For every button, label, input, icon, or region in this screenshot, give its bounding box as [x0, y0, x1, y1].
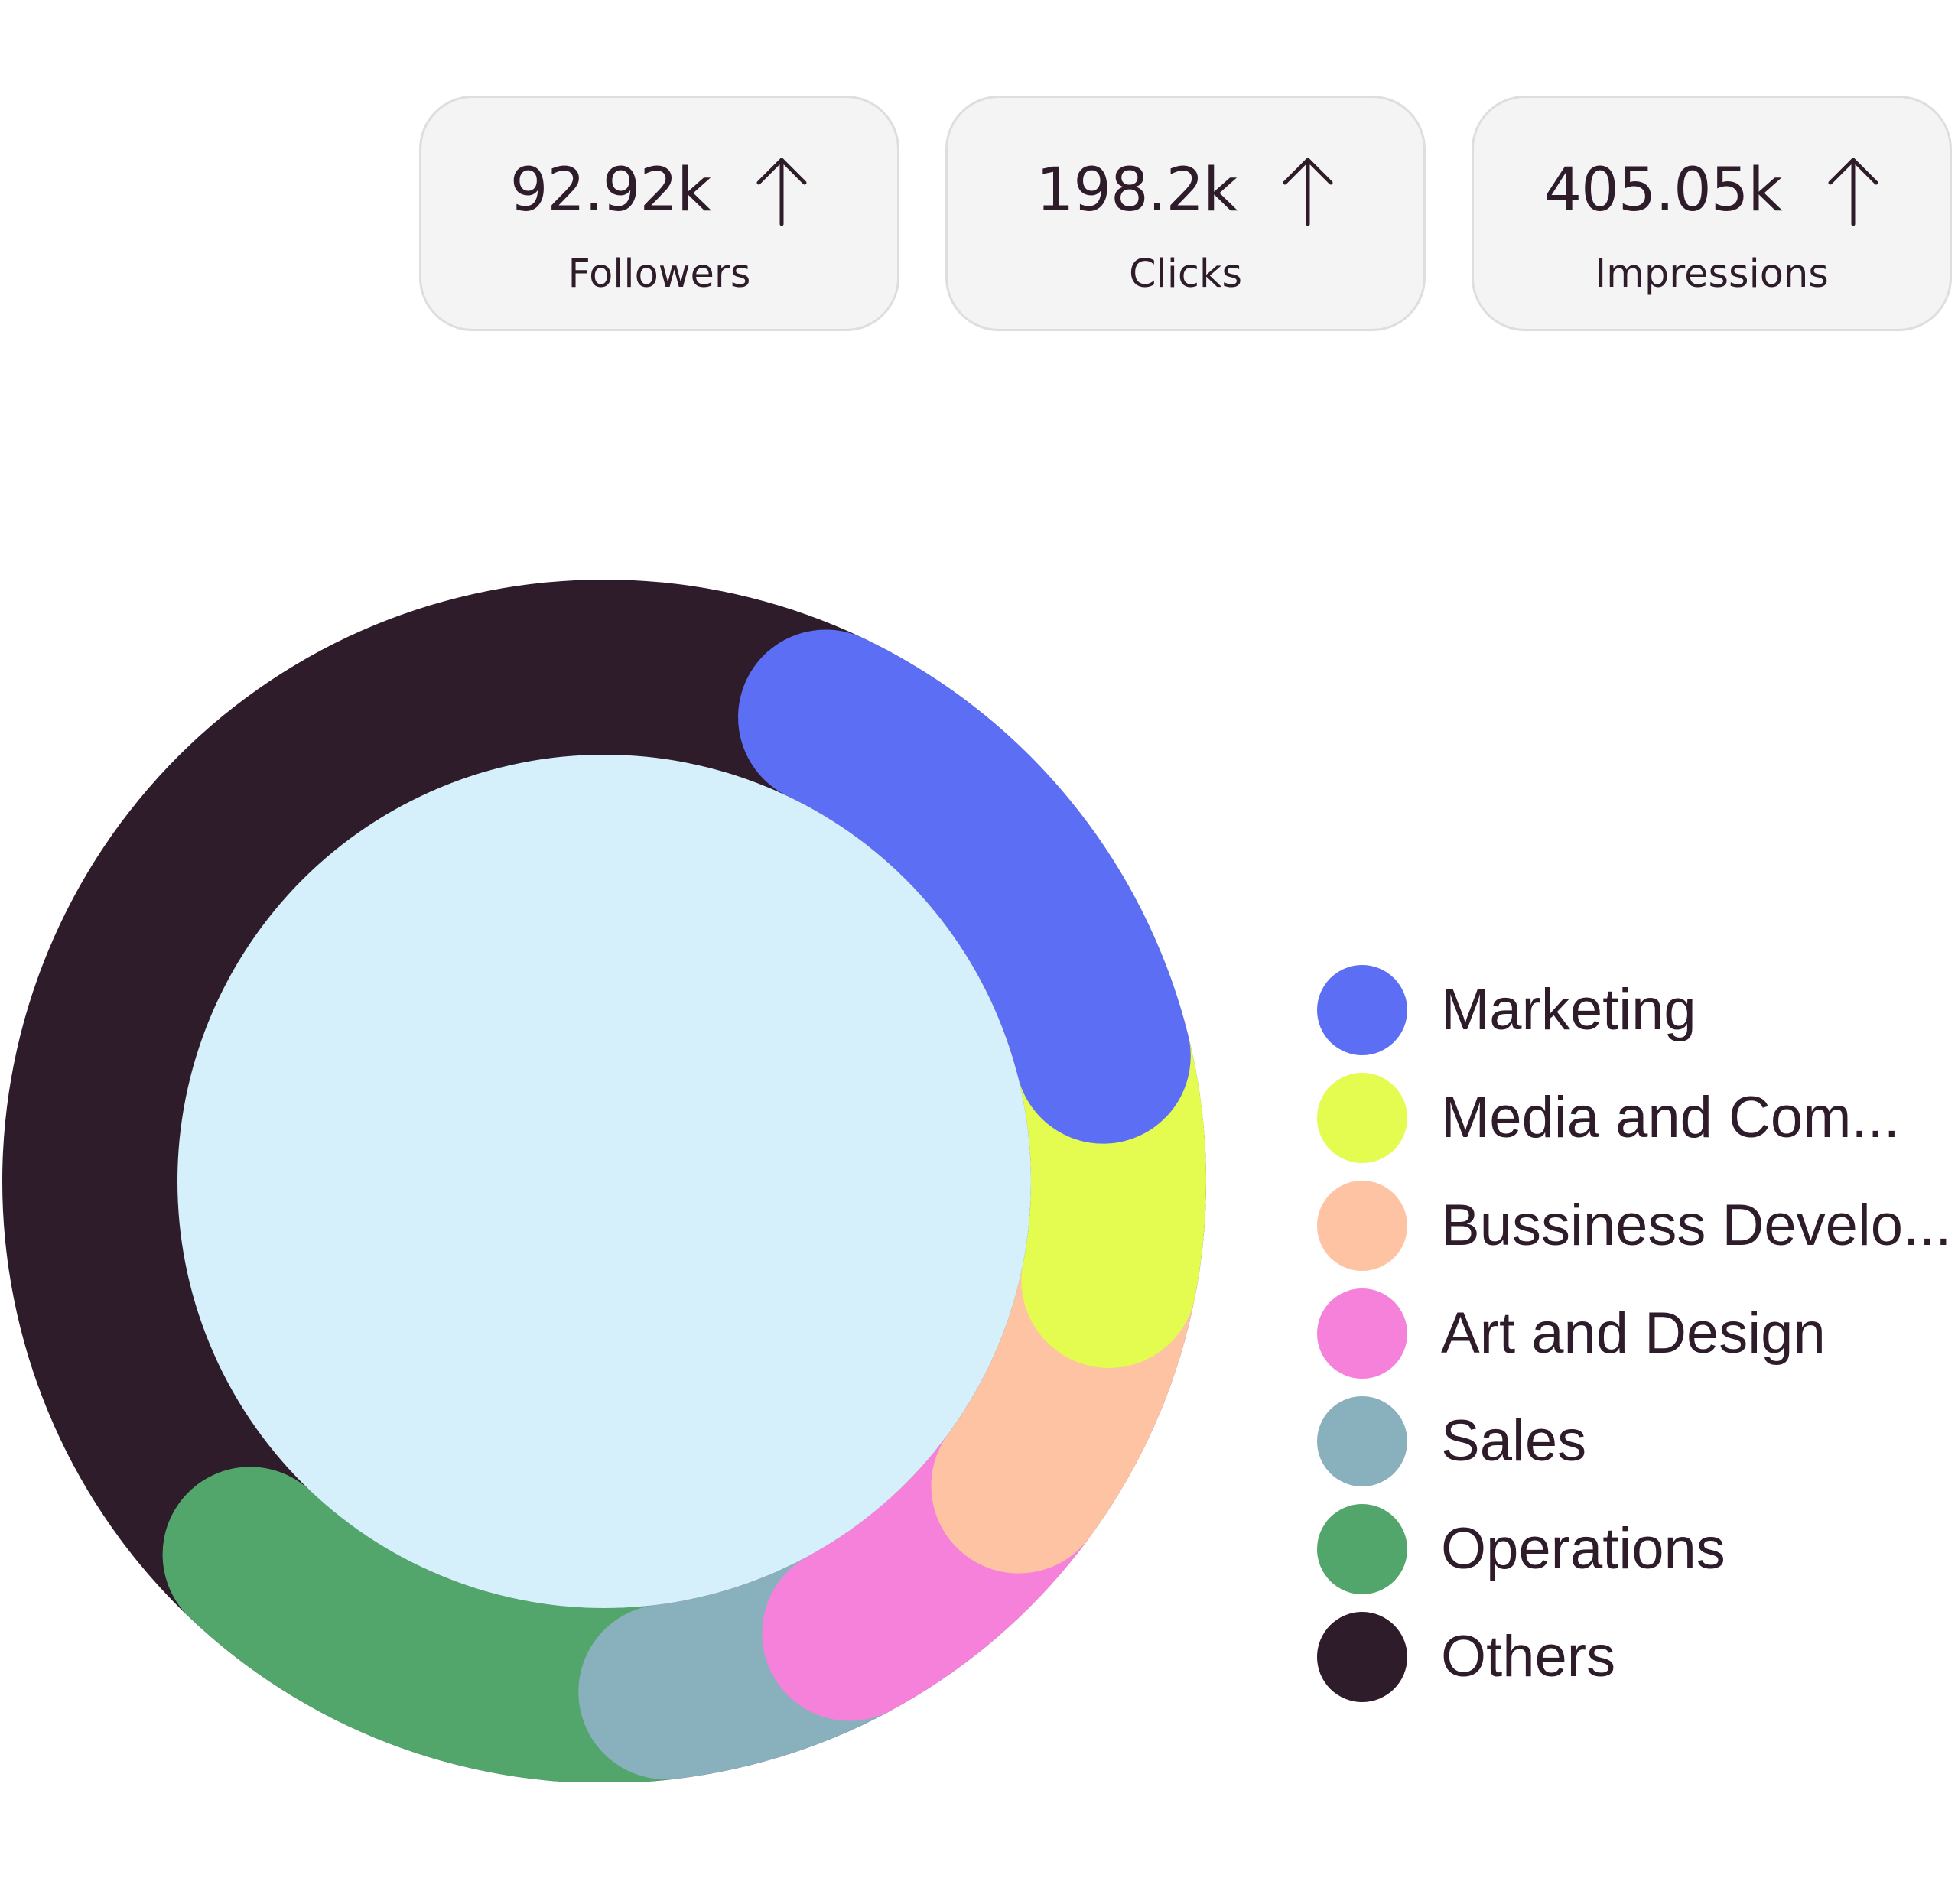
legend-swatch	[1317, 1612, 1407, 1702]
legend-item-marketing: Marketing	[1317, 956, 1958, 1064]
legend-item-operations: Operations	[1317, 1495, 1958, 1603]
legend-item-sales: Sales	[1317, 1387, 1958, 1495]
impressions-label: Impressions	[1595, 252, 1829, 297]
legend-item-art-and-design: Art and Design	[1317, 1279, 1958, 1387]
legend-label: Others	[1441, 1624, 1616, 1689]
legend-swatch	[1317, 1073, 1407, 1163]
legend-label: Operations	[1441, 1516, 1725, 1581]
legend-swatch	[1317, 1396, 1407, 1486]
followers-stat-card: 92.92k Followers	[419, 96, 899, 331]
legend-label: Media and Com...	[1441, 1085, 1900, 1150]
donut-center	[177, 755, 1031, 1608]
impressions-value: 405.05k	[1543, 156, 1782, 225]
arrow-up-icon	[756, 158, 807, 226]
legend-swatch	[1317, 1181, 1407, 1271]
followers-value: 92.92k	[509, 156, 711, 225]
legend-label: Marketing	[1441, 977, 1696, 1042]
legend-swatch	[1317, 965, 1407, 1055]
legend-item-others: Others	[1317, 1603, 1958, 1711]
donut-chart	[2, 580, 1206, 1782]
legend-item-bussiness-develo: Bussiness Develo...	[1317, 1171, 1958, 1279]
legend-label: Bussiness Develo...	[1441, 1193, 1952, 1258]
chart-legend: Marketing Media and Com... Bussiness Devel…	[1317, 956, 1958, 1711]
legend-label: Sales	[1441, 1409, 1587, 1473]
legend-swatch	[1317, 1504, 1407, 1594]
legend-label: Art and Design	[1441, 1301, 1826, 1366]
slice-marketing	[738, 629, 1191, 1144]
legend-swatch	[1317, 1288, 1407, 1379]
clicks-stat-card: 198.2k Clicks	[945, 96, 1426, 331]
arrow-up-icon	[1828, 158, 1878, 226]
clicks-value: 198.2k	[1036, 156, 1238, 225]
legend-item-media-and-com: Media and Com...	[1317, 1064, 1958, 1171]
arrow-up-icon	[1283, 158, 1333, 226]
impressions-stat-card: 405.05k Impressions	[1472, 96, 1952, 331]
clicks-label: Clicks	[1128, 252, 1243, 297]
followers-label: Followers	[568, 252, 751, 297]
